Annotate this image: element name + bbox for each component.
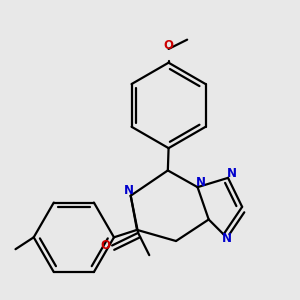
Text: N: N xyxy=(227,167,237,180)
Text: O: O xyxy=(100,239,110,252)
Text: N: N xyxy=(124,184,134,197)
Text: O: O xyxy=(164,38,174,52)
Text: N: N xyxy=(222,232,232,245)
Text: N: N xyxy=(196,176,206,189)
